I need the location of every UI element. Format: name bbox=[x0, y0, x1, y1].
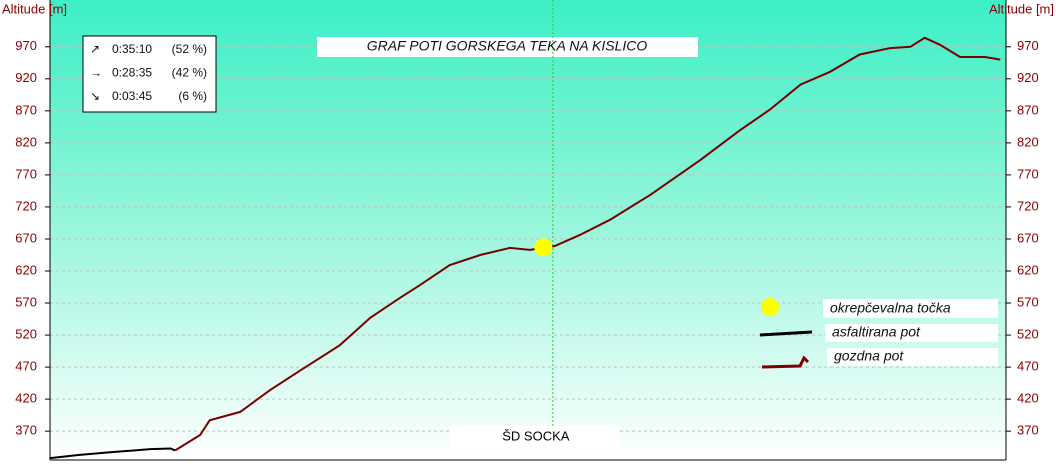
y-tick-label: 670 bbox=[15, 230, 37, 245]
y2-tick-label: 420 bbox=[1017, 391, 1039, 406]
stat-time: 0:28:35 bbox=[112, 66, 152, 80]
stat-time: 0:35:10 bbox=[112, 42, 152, 56]
legend-box bbox=[825, 324, 998, 342]
title-box bbox=[317, 37, 698, 57]
y2-axis-title: Altitude [m] bbox=[989, 1, 1054, 16]
y-tick-label: 820 bbox=[15, 134, 37, 149]
stat-arrow: ↗ bbox=[90, 42, 100, 56]
y-tick-label: 370 bbox=[15, 423, 37, 438]
legend-label: asfaltirana pot bbox=[832, 324, 921, 340]
y-tick-label: 720 bbox=[15, 198, 37, 213]
y-tick-label: 620 bbox=[15, 262, 37, 277]
stat-time: 0:03:45 bbox=[112, 89, 152, 103]
y2-tick-label: 470 bbox=[1017, 359, 1039, 374]
y-tick-label: 570 bbox=[15, 294, 37, 309]
stat-share: (42 %) bbox=[172, 66, 207, 80]
annotation-label: ŠD SOCKA bbox=[502, 428, 570, 443]
legend-line bbox=[759, 330, 813, 337]
y-tick-label: 920 bbox=[15, 70, 37, 85]
y-tick-label: 520 bbox=[15, 327, 37, 342]
y2-tick-label: 770 bbox=[1017, 166, 1039, 181]
y-axis-title: Altitude [m] bbox=[2, 1, 67, 16]
stat-arrow: ↘ bbox=[90, 89, 100, 103]
chart-title: GRAF POTI GORSKEGA TEKA NA KISLICO bbox=[367, 38, 648, 54]
stat-arrow: → bbox=[90, 66, 102, 80]
y2-tick-label: 720 bbox=[1017, 198, 1039, 213]
y-tick-label: 870 bbox=[15, 102, 37, 117]
y-tick-label: 470 bbox=[15, 359, 37, 374]
line-series bbox=[49, 447, 176, 460]
line-series bbox=[174, 36, 1001, 452]
y2-tick-label: 370 bbox=[1017, 423, 1039, 438]
y2-tick-label: 570 bbox=[1017, 294, 1039, 309]
legend-box bbox=[827, 348, 998, 366]
y-tick-label: 970 bbox=[15, 38, 37, 53]
legend-marker bbox=[761, 298, 779, 316]
legend-label: gozdna pot bbox=[834, 348, 904, 364]
y2-tick-label: 520 bbox=[1017, 327, 1039, 342]
legend-label: okrepčevalna točka bbox=[830, 300, 951, 316]
legend-box bbox=[823, 299, 998, 318]
marker bbox=[534, 238, 553, 257]
y2-tick-label: 870 bbox=[1017, 102, 1039, 117]
stat-share: (6 %) bbox=[178, 89, 207, 103]
y-tick-label: 770 bbox=[15, 166, 37, 181]
stat-share: (52 %) bbox=[172, 42, 207, 56]
y-tick-label: 420 bbox=[15, 391, 37, 406]
y2-tick-label: 620 bbox=[1017, 262, 1039, 277]
stats-box bbox=[82, 35, 217, 113]
y2-tick-label: 820 bbox=[1017, 134, 1039, 149]
annotation-box bbox=[449, 426, 620, 448]
legend-line bbox=[761, 355, 810, 369]
y2-tick-label: 670 bbox=[1017, 230, 1039, 245]
y2-tick-label: 970 bbox=[1017, 38, 1039, 53]
y2-tick-label: 920 bbox=[1017, 70, 1039, 85]
